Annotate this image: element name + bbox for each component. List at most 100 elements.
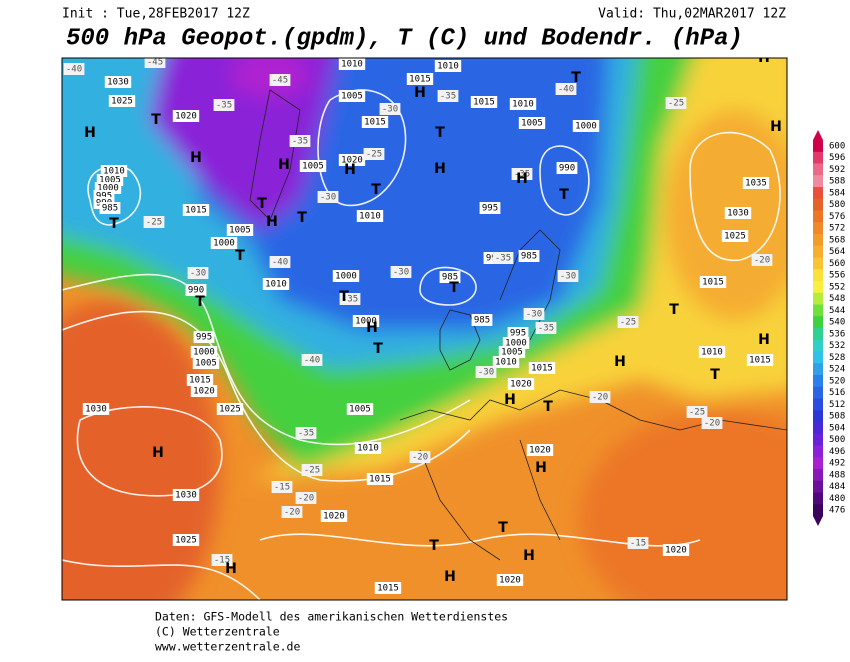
- colorbar-label: 512: [829, 400, 845, 410]
- temperature-label: -35: [495, 254, 511, 264]
- map-frame: [61, 57, 788, 601]
- isobar-label-box: [518, 117, 546, 129]
- temperature-label: -30: [382, 105, 398, 115]
- isobar-label-box: [507, 327, 529, 339]
- isobar-label: 1015: [369, 475, 391, 485]
- colorbar-swatch: [813, 363, 823, 376]
- isobar-label: 1010: [701, 348, 723, 358]
- colorbar-label: 476: [829, 506, 845, 516]
- isobar-label: 1010: [103, 167, 125, 177]
- isobar-label-box: [99, 202, 121, 214]
- isobar-label: 1015: [473, 98, 495, 108]
- colorbar-label: 488: [829, 470, 845, 480]
- coastline: [499, 229, 561, 341]
- isobar-label: 1005: [341, 92, 363, 102]
- isobar-label: 1015: [749, 356, 771, 366]
- colorbar-swatch: [813, 304, 823, 317]
- isobar-label-box: [172, 110, 200, 122]
- isobar-label: 1010: [341, 60, 363, 70]
- colorbar-label: 484: [829, 482, 845, 492]
- colorbar-label: 580: [829, 200, 845, 210]
- isobar-label-box: [698, 346, 726, 358]
- isobar-label: 1030: [107, 78, 129, 88]
- isobar-label: 1015: [531, 364, 553, 374]
- pressure-center: T: [151, 112, 161, 128]
- colorbar-label: 592: [829, 165, 845, 175]
- colorbar-swatch: [813, 433, 823, 446]
- temperature-label: -30: [560, 272, 576, 282]
- temperature-label: -30: [393, 268, 409, 278]
- isobar-label: 1000: [97, 184, 119, 194]
- isobar-label: 1020: [499, 576, 521, 586]
- isobar-label-box: [338, 154, 366, 166]
- colorbar-swatch: [813, 245, 823, 258]
- isobar-label-box: [518, 250, 540, 262]
- colorbar-swatch: [813, 198, 823, 211]
- isobar-label: 995: [482, 204, 498, 214]
- pressure-center: T: [373, 341, 383, 357]
- coastline: [439, 309, 481, 371]
- isobar-label: 1005: [521, 119, 543, 129]
- colorbar-swatch: [813, 504, 823, 517]
- pressure-center: T: [339, 289, 349, 305]
- isobar-label-box: [498, 346, 526, 358]
- isobar-label: 1020: [193, 387, 215, 397]
- colorbar-label: 536: [829, 329, 845, 339]
- isobar-label: 1000: [355, 317, 377, 327]
- coastline: [419, 439, 561, 561]
- colorbar-label: 584: [829, 188, 845, 198]
- temperature-label: -30: [320, 193, 336, 203]
- temperature-label: -35: [292, 137, 308, 147]
- temperature-label-box: [390, 266, 412, 278]
- isobar-label-box: [662, 544, 690, 556]
- isobar-label: 1010: [495, 358, 517, 368]
- isobar-label: 1025: [111, 97, 133, 107]
- temperature-label-box: [555, 83, 577, 95]
- isobar-label-box: [172, 534, 200, 546]
- isobar-label-box: [374, 582, 402, 594]
- temperature-label: -25: [304, 466, 320, 476]
- isobar-label: 1025: [724, 232, 746, 242]
- isobar-label: 1020: [529, 446, 551, 456]
- colorbar-swatch: [813, 292, 823, 305]
- temperature-label-box: [269, 74, 291, 86]
- footer-line: Daten: GFS-Modell des amerikanischen Wet…: [155, 610, 508, 624]
- isobar-label: 995: [196, 333, 212, 343]
- isobar-label: 1005: [501, 348, 523, 358]
- warm-core: [580, 410, 787, 600]
- purple-zone: [150, 58, 336, 230]
- isobar-label: 1030: [85, 405, 107, 415]
- colorbar-label: 500: [829, 435, 845, 445]
- temperature-label-box: [751, 254, 773, 266]
- temperature-label: -40: [272, 258, 288, 268]
- isobar-label: 1000: [505, 339, 527, 349]
- temperature-label: -20: [704, 419, 720, 429]
- isobar-label: 990: [559, 164, 575, 174]
- isobar-label-box: [354, 442, 382, 454]
- temperature-label: -15: [274, 483, 290, 493]
- colorbar-label: 596: [829, 153, 845, 163]
- colorbar-swatch: [813, 422, 823, 435]
- temperature-label-box: [437, 90, 459, 102]
- isobar-label-box: [320, 510, 348, 522]
- colorbar-label: 492: [829, 459, 845, 469]
- isobar-label: 1005: [99, 176, 121, 186]
- isobar-line: [87, 165, 142, 226]
- colorbar-swatch: [813, 339, 823, 352]
- temperature-label: -25: [689, 408, 705, 418]
- temperature-label-box: [289, 135, 311, 147]
- isobar-label-box: [509, 98, 537, 110]
- temperature-label-box: [557, 270, 579, 282]
- colorbar-swatch: [813, 234, 823, 247]
- isobar-label-box: [434, 60, 462, 72]
- colorbar-swatch: [813, 257, 823, 270]
- temperature-label-box: [379, 103, 401, 115]
- isobar-label: 1030: [175, 491, 197, 501]
- colorbar-swatch: [813, 492, 823, 505]
- temperature-label: -20: [592, 393, 608, 403]
- isobar-label-box: [338, 90, 366, 102]
- pressure-center: T: [429, 538, 439, 554]
- colorbar-swatch: [813, 316, 823, 329]
- temperature-label: -20: [284, 508, 300, 518]
